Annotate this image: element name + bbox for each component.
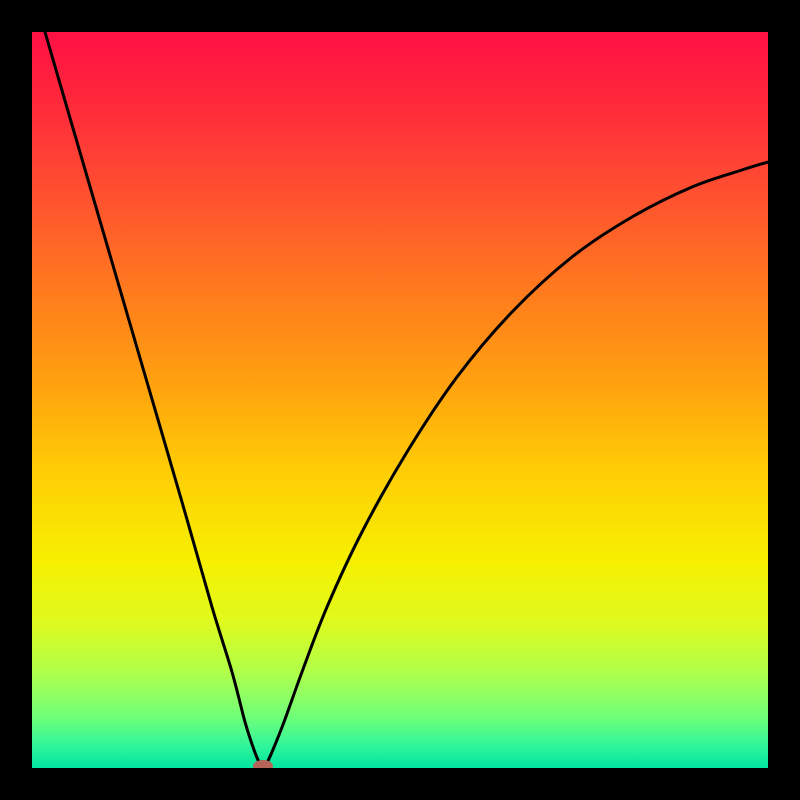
frame-border-top (0, 0, 800, 32)
frame-border-bottom (0, 768, 800, 800)
chart-plot-area (32, 32, 768, 768)
chart-background (32, 32, 768, 768)
frame-border-right (768, 0, 800, 800)
chart-svg (32, 32, 768, 768)
frame-border-left (0, 0, 32, 800)
